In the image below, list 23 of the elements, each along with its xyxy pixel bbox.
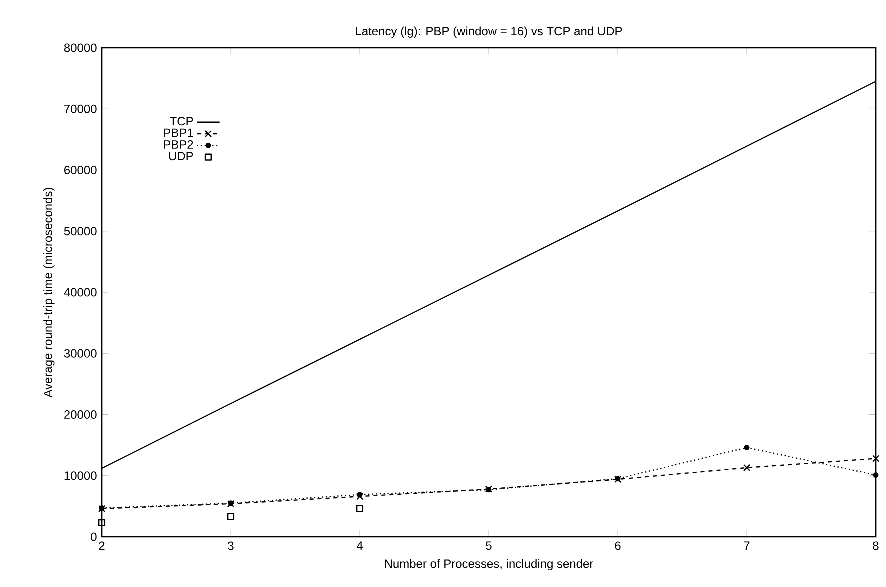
- legend-label: PBP1: [164, 128, 194, 138]
- y-tick-label: 70000: [64, 104, 97, 114]
- legend-label: UDP: [169, 152, 194, 161]
- y-tick-label: 50000: [64, 227, 97, 236]
- x-tick-label: 3: [228, 542, 234, 550]
- y-tick-label: 0: [91, 532, 97, 542]
- chart-title: Latency (lg): PBP (window = 16) vs TCP and UDP: [356, 26, 622, 38]
- x-tick-label: 4: [356, 542, 363, 550]
- x-tick-label: 6: [615, 542, 621, 550]
- x-tick-label: 8: [873, 542, 879, 550]
- y-tick-label: 10000: [64, 472, 97, 480]
- x-tick-label: 7: [744, 542, 750, 550]
- y-tick-label: 20000: [64, 410, 97, 420]
- legend-label: TCP: [170, 117, 194, 126]
- x-axis-title: Number of Processes, including sender: [385, 559, 594, 571]
- legend-label: PBP2: [164, 140, 194, 149]
- y-tick-label: 80000: [64, 44, 97, 52]
- y-axis-title: Average round-trip time (microseconds): [44, 188, 55, 398]
- y-tick-label: 30000: [64, 349, 97, 358]
- y-tick-label: 60000: [64, 166, 97, 175]
- y-tick-label: 40000: [64, 288, 97, 297]
- x-tick-label: 2: [99, 542, 105, 550]
- x-tick-label: 5: [486, 542, 492, 550]
